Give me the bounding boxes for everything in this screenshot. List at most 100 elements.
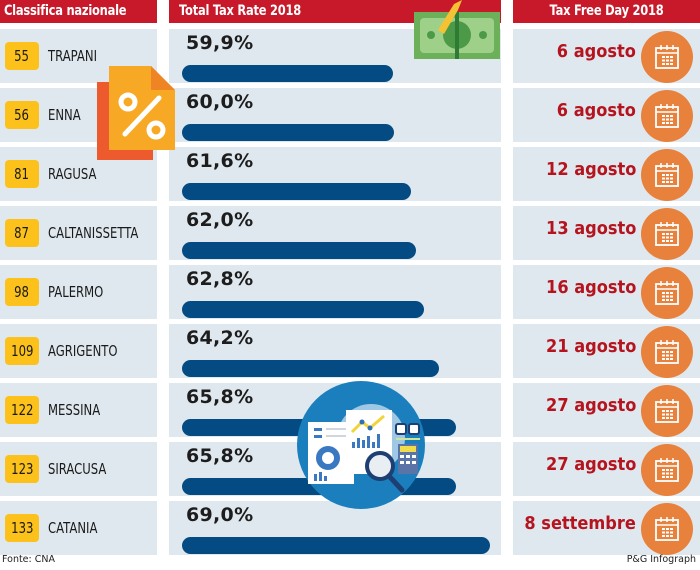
header-rank-label: Classifica nazionale (4, 3, 127, 19)
rank-value: 56 (14, 106, 30, 124)
table-row: 87 CALTANISSETTA 62,0% 13 agosto (0, 206, 700, 260)
rank-badge: 122 (5, 396, 39, 424)
rank-badge: 98 (5, 278, 39, 306)
rate-cell: 69,0% (169, 501, 501, 555)
city-name: SIRACUSA (48, 455, 126, 483)
calendar-icon (641, 90, 693, 142)
city-name: RAGUSA (48, 160, 113, 188)
rate-bar (182, 124, 394, 141)
rank-value: 122 (10, 401, 34, 419)
tax-free-date: 6 agosto (556, 100, 636, 121)
city-name: MESSINA (48, 396, 118, 424)
day-cell: 27 agosto (513, 383, 700, 437)
calendar-icon (641, 267, 693, 319)
day-cell: 16 agosto (513, 265, 700, 319)
rate-value: 59,9% (186, 32, 254, 54)
rate-cell: 62,8% (169, 265, 501, 319)
rank-badge: 123 (5, 455, 39, 483)
rank-value: 98 (14, 283, 30, 301)
rank-value: 109 (10, 342, 34, 360)
header-rate-label: Total Tax Rate 2018 (179, 3, 302, 19)
rank-value: 81 (14, 165, 30, 183)
rate-value: 62,0% (186, 209, 254, 231)
tax-free-date: 21 agosto (545, 336, 636, 357)
city-name: AGRIGENTO (48, 337, 141, 365)
rank-badge: 133 (5, 514, 39, 542)
city-label: AGRIGENTO (48, 342, 118, 360)
header-day: Tax Free Day 2018 (513, 0, 700, 23)
rank-badge: 56 (5, 101, 39, 129)
tax-free-date: 8 settembre (524, 513, 636, 534)
rank-badge: 55 (5, 42, 39, 70)
rate-bar (182, 65, 393, 82)
table-row: 98 PALERMO 62,8% 16 agosto (0, 265, 700, 319)
report-analysis-icon (296, 380, 426, 515)
header-rank: Classifica nazionale (0, 0, 157, 23)
header-day-label: Tax Free Day 2018 (549, 3, 664, 19)
rate-value: 65,8% (186, 386, 254, 408)
day-cell: 6 agosto (513, 29, 700, 83)
calendar-icon (641, 385, 693, 437)
calendar-icon (641, 503, 693, 555)
rate-bar (182, 242, 416, 259)
credit-note: P&G Infograph (626, 554, 696, 565)
rate-value: 65,8% (186, 445, 254, 467)
rank-cell: 87 CALTANISSETTA (0, 206, 157, 260)
day-cell: 12 agosto (513, 147, 700, 201)
rank-cell: 122 MESSINA (0, 383, 157, 437)
rate-cell: 62,0% (169, 206, 501, 260)
rate-cell: 64,2% (169, 324, 501, 378)
city-label: CATANIA (48, 519, 98, 537)
day-cell: 21 agosto (513, 324, 700, 378)
city-name: TRAPANI (48, 42, 113, 70)
calendar-icon (641, 444, 693, 496)
tax-free-date: 27 agosto (545, 454, 636, 475)
rate-value: 64,2% (186, 327, 254, 349)
table-row: 109 AGRIGENTO 64,2% 21 agosto (0, 324, 700, 378)
calendar-icon (641, 208, 693, 260)
day-cell: 6 agosto (513, 88, 700, 142)
city-label: PALERMO (48, 283, 104, 301)
rank-cell: 98 PALERMO (0, 265, 157, 319)
source-note: Fonte: CNA (2, 554, 55, 565)
city-name: ENNA (48, 101, 92, 129)
rank-cell: 133 CATANIA (0, 501, 157, 555)
rank-value: 55 (14, 47, 30, 65)
calendar-icon (641, 326, 693, 378)
tax-free-date: 16 agosto (545, 277, 636, 298)
city-label: CALTANISSETTA (48, 224, 139, 242)
calendar-icon (641, 149, 693, 201)
rank-badge: 87 (5, 219, 39, 247)
rate-bar (182, 183, 411, 200)
tax-free-date: 6 agosto (556, 41, 636, 62)
rate-cell: 61,6% (169, 147, 501, 201)
city-name: PALERMO (48, 278, 122, 306)
money-bill-icon (414, 0, 500, 65)
percent-document-icon (97, 66, 177, 167)
city-label: MESSINA (48, 401, 101, 419)
rate-bar (182, 537, 490, 554)
day-cell: 13 agosto (513, 206, 700, 260)
table-row: 55 TRAPANI 59,9% 6 agosto (0, 29, 700, 83)
city-name: CALTANISSETTA (48, 219, 169, 247)
table-row: 133 CATANIA 69,0% 8 settembre (0, 501, 700, 555)
rate-value: 69,0% (186, 504, 254, 526)
rate-value: 60,0% (186, 91, 254, 113)
rank-value: 87 (14, 224, 30, 242)
tax-free-date: 27 agosto (545, 395, 636, 416)
rate-bar (182, 360, 439, 377)
rate-cell: 60,0% (169, 88, 501, 142)
rate-value: 62,8% (186, 268, 254, 290)
rate-bar (182, 301, 424, 318)
city-label: ENNA (48, 106, 81, 124)
rank-badge: 109 (5, 337, 39, 365)
tax-free-date: 13 agosto (545, 218, 636, 239)
day-cell: 8 settembre (513, 501, 700, 555)
rank-badge: 81 (5, 160, 39, 188)
rank-value: 123 (10, 460, 34, 478)
city-label: SIRACUSA (48, 460, 107, 478)
rank-cell: 109 AGRIGENTO (0, 324, 157, 378)
city-label: TRAPANI (48, 47, 98, 65)
tax-free-date: 12 agosto (545, 159, 636, 180)
rank-cell: 123 SIRACUSA (0, 442, 157, 496)
